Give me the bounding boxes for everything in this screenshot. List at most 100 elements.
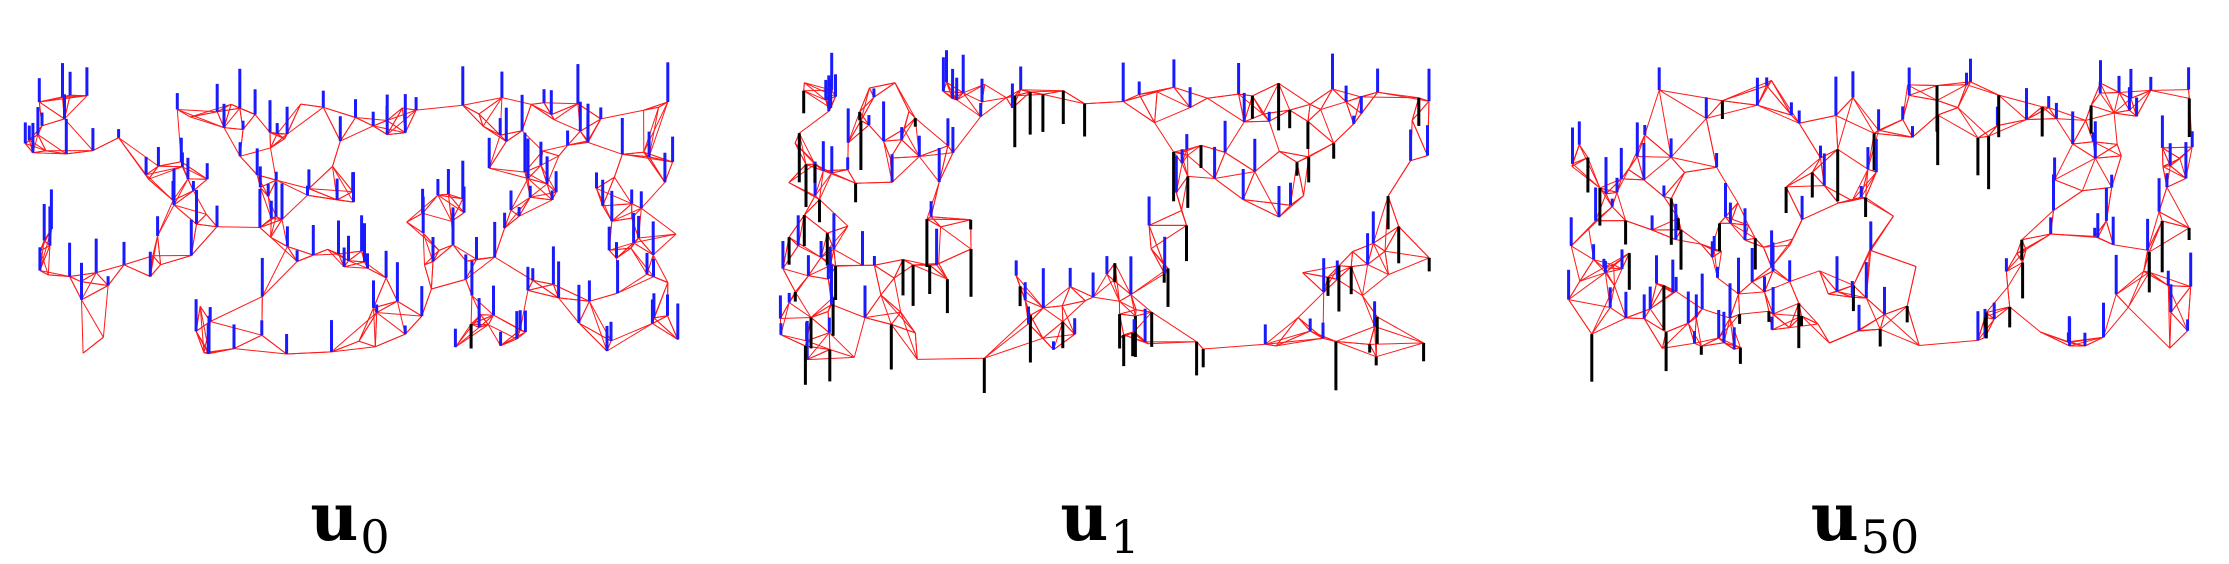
graph-edge xyxy=(1351,265,1367,267)
graph-edge xyxy=(1362,275,1388,296)
graph-edge xyxy=(1885,306,1908,314)
graph-edge xyxy=(1263,83,1279,114)
graph-edge xyxy=(1958,108,1989,137)
graph-edge xyxy=(234,335,262,348)
graph-edge xyxy=(431,279,465,289)
graph-edge xyxy=(1149,211,1181,226)
graph-edge xyxy=(1115,263,1131,294)
graph-edge xyxy=(1244,121,1269,122)
graph-edge xyxy=(1152,312,1197,342)
graph-edge xyxy=(83,337,103,353)
graph-edge xyxy=(1063,322,1075,335)
graph-edge xyxy=(834,226,848,249)
graph-edge xyxy=(2041,332,2069,342)
graph-edge xyxy=(799,111,829,133)
graph-edge xyxy=(1909,86,1937,96)
graph-u0 xyxy=(0,0,700,450)
graph-edge xyxy=(1650,286,1664,309)
graph-edge xyxy=(1615,286,1626,318)
graph-edge xyxy=(789,303,811,318)
graph-edge xyxy=(1123,102,1154,123)
graph-edge xyxy=(854,318,865,358)
graph-edge xyxy=(197,224,218,227)
graph-edge xyxy=(1874,133,1912,137)
graph-edge xyxy=(103,286,108,338)
graph-edge xyxy=(124,265,150,277)
graph-edge xyxy=(783,269,809,276)
graph-edge xyxy=(1880,329,1919,345)
graph-edge xyxy=(1155,123,1174,152)
graph-edge xyxy=(639,234,676,238)
graph-edge xyxy=(2128,307,2170,348)
graph-edge xyxy=(543,151,559,156)
graph-edge xyxy=(262,262,297,297)
graph-edge xyxy=(1706,105,1757,118)
graph-edge xyxy=(2010,307,2041,332)
graph-edge xyxy=(804,91,826,100)
graph-edge xyxy=(210,297,262,322)
graph-edge xyxy=(416,105,463,110)
graph-edge xyxy=(96,265,124,273)
graph-edge xyxy=(1802,316,1819,324)
graph-edge xyxy=(1786,172,1812,187)
graph-edge xyxy=(804,83,805,91)
graph-u1 xyxy=(750,0,1450,450)
graph-edge xyxy=(119,138,149,180)
graph-edge xyxy=(1802,203,1838,220)
graph-edge xyxy=(368,268,387,278)
graph-edge xyxy=(502,98,531,105)
graph-edge xyxy=(1615,269,1623,286)
graph-edge xyxy=(865,295,881,318)
graph-edge xyxy=(2055,180,2083,191)
graph-edge xyxy=(1666,323,1688,332)
graph-edge xyxy=(2101,83,2120,92)
graph-edge xyxy=(1739,294,1740,314)
graph-edge xyxy=(1114,280,1131,294)
graph-edge xyxy=(65,119,93,151)
graph-edge xyxy=(2104,294,2117,337)
graph-edge xyxy=(1820,271,1838,292)
graph-edge xyxy=(234,349,287,354)
graph-edge xyxy=(1958,108,1978,138)
graph-edge xyxy=(2162,221,2189,228)
graph-edge xyxy=(423,213,452,221)
graph-edge xyxy=(941,227,971,249)
graph-edge xyxy=(2104,307,2129,337)
graph-edge xyxy=(1021,90,1064,91)
graph-edge xyxy=(1201,145,1225,152)
graph-edge xyxy=(1276,331,1310,346)
graph-edge xyxy=(374,278,387,308)
graph-edge xyxy=(2073,144,2096,158)
graph-edge xyxy=(1870,250,1916,266)
graph-edge xyxy=(614,154,622,177)
graph-edge xyxy=(1308,104,1310,121)
graph-edge xyxy=(337,200,353,202)
graph-edge xyxy=(832,305,866,318)
graph-edge xyxy=(1157,92,1190,108)
graph-edge xyxy=(2128,272,2149,307)
graph-edge xyxy=(2162,148,2163,167)
graph-edge xyxy=(1569,300,1592,335)
graph-edge xyxy=(1740,311,1769,314)
graph-edge xyxy=(240,108,255,114)
graph-edge xyxy=(631,248,654,277)
graph-edge xyxy=(1571,221,1595,246)
graph-edge xyxy=(1967,85,1999,95)
graph-edge xyxy=(815,173,832,196)
graph-edge xyxy=(271,237,297,261)
graph-edge xyxy=(654,318,678,340)
graph-edge xyxy=(2114,113,2117,144)
graph-edge xyxy=(1062,306,1063,322)
graph-edge xyxy=(902,140,920,157)
graph-edge xyxy=(2055,144,2073,180)
graph-edge xyxy=(579,301,590,323)
graph-edge xyxy=(1215,172,1255,179)
graph-edge xyxy=(1919,340,1978,345)
graph-edge xyxy=(2137,90,2151,116)
graph-edge xyxy=(1937,100,1958,107)
graph-edge xyxy=(554,120,580,131)
graph-edge xyxy=(377,301,398,312)
graph-edge xyxy=(453,245,466,261)
graph-edge xyxy=(262,247,287,297)
graph-edge xyxy=(81,282,108,286)
